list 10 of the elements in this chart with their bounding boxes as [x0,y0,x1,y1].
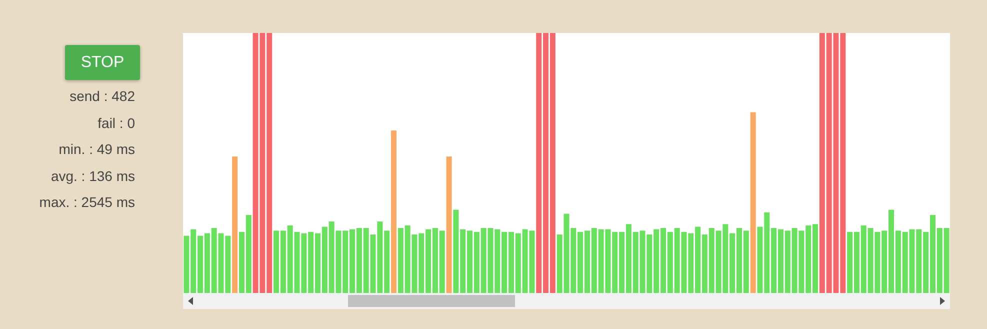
bar [232,156,238,293]
bar [390,130,397,293]
text: max. : 2545 ms [38,193,135,212]
bar [446,156,452,293]
text: send : 482 [68,87,135,106]
text: avg. : 136 ms [50,166,135,186]
text: min. : 49 ms [58,140,135,159]
stop-button: STOP [65,45,140,80]
bar [750,112,756,293]
text: fail : 0 [96,114,135,132]
